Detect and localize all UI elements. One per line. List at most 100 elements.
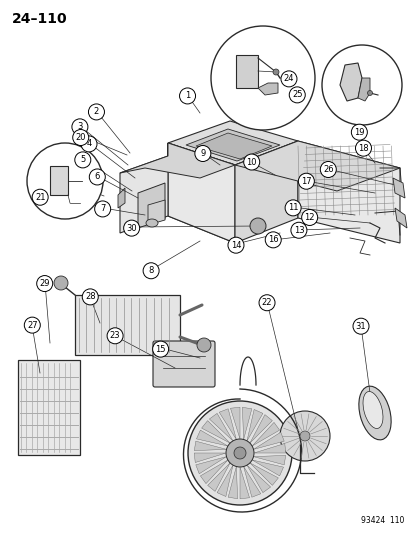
Circle shape (299, 431, 309, 441)
Circle shape (179, 88, 195, 104)
Text: 24–110: 24–110 (12, 12, 67, 26)
Text: 24: 24 (283, 75, 294, 83)
Ellipse shape (146, 219, 158, 227)
Text: 15: 15 (155, 345, 166, 353)
Text: 8: 8 (148, 266, 153, 275)
Polygon shape (297, 141, 399, 243)
Polygon shape (242, 407, 251, 440)
Circle shape (320, 161, 335, 177)
Circle shape (355, 140, 370, 156)
Polygon shape (249, 463, 278, 486)
Text: 19: 19 (353, 128, 364, 136)
Circle shape (272, 69, 278, 75)
Circle shape (265, 232, 280, 248)
Circle shape (211, 26, 314, 130)
Circle shape (24, 317, 40, 333)
Text: 11: 11 (287, 204, 298, 212)
FancyBboxPatch shape (18, 360, 80, 455)
Circle shape (228, 237, 243, 253)
Circle shape (321, 45, 401, 125)
Circle shape (188, 401, 291, 505)
Polygon shape (201, 421, 230, 443)
Text: 93424  110: 93424 110 (360, 516, 403, 525)
Circle shape (75, 152, 90, 168)
Ellipse shape (358, 386, 390, 440)
Circle shape (27, 143, 103, 219)
Circle shape (367, 91, 372, 95)
Circle shape (152, 341, 168, 357)
Polygon shape (247, 465, 270, 492)
Circle shape (195, 146, 210, 161)
Text: 5: 5 (80, 156, 85, 164)
Polygon shape (209, 414, 233, 441)
Text: 27: 27 (27, 321, 38, 329)
Polygon shape (195, 133, 271, 159)
Polygon shape (118, 188, 125, 208)
Text: 6: 6 (95, 173, 100, 181)
Polygon shape (243, 466, 260, 497)
Circle shape (37, 276, 52, 292)
Polygon shape (219, 409, 236, 440)
Polygon shape (195, 457, 226, 474)
Polygon shape (120, 143, 235, 178)
Text: 3: 3 (77, 123, 82, 131)
Text: 12: 12 (304, 213, 314, 222)
Polygon shape (394, 208, 406, 228)
Text: 31: 31 (355, 322, 366, 330)
Text: 4: 4 (86, 140, 91, 148)
Polygon shape (168, 121, 297, 165)
Polygon shape (339, 63, 361, 101)
Polygon shape (235, 55, 257, 88)
Circle shape (298, 173, 313, 189)
Circle shape (89, 169, 105, 185)
Circle shape (289, 87, 304, 103)
Circle shape (243, 154, 259, 170)
Circle shape (351, 124, 366, 140)
Circle shape (280, 71, 296, 87)
Circle shape (73, 130, 88, 146)
Text: 16: 16 (267, 236, 278, 244)
Polygon shape (247, 409, 262, 441)
Circle shape (143, 263, 159, 279)
Text: 2: 2 (94, 108, 99, 116)
Polygon shape (240, 467, 249, 499)
Text: 17: 17 (300, 177, 311, 185)
Circle shape (88, 104, 104, 120)
Text: 28: 28 (85, 293, 95, 301)
Polygon shape (253, 455, 285, 465)
Polygon shape (249, 415, 272, 443)
Polygon shape (392, 178, 404, 198)
Ellipse shape (362, 392, 382, 429)
Polygon shape (228, 466, 237, 499)
Text: 18: 18 (357, 144, 368, 152)
Text: 20: 20 (75, 133, 86, 142)
Circle shape (123, 220, 139, 236)
Circle shape (82, 289, 98, 305)
Text: 10: 10 (246, 158, 256, 166)
Text: 26: 26 (322, 165, 333, 174)
Polygon shape (50, 166, 68, 195)
Circle shape (285, 200, 300, 216)
Polygon shape (357, 78, 369, 101)
Circle shape (279, 411, 329, 461)
Polygon shape (252, 460, 283, 476)
Circle shape (54, 276, 68, 290)
Circle shape (290, 222, 306, 238)
Polygon shape (138, 183, 165, 228)
FancyBboxPatch shape (75, 295, 180, 355)
Text: 21: 21 (35, 193, 45, 201)
Text: 29: 29 (39, 279, 50, 288)
Circle shape (72, 119, 88, 135)
Text: 25: 25 (291, 91, 302, 99)
Circle shape (301, 209, 317, 225)
Circle shape (259, 295, 274, 311)
Polygon shape (194, 453, 225, 463)
Polygon shape (235, 141, 297, 243)
Text: 1: 1 (185, 92, 190, 100)
Polygon shape (253, 432, 283, 449)
Circle shape (225, 439, 254, 467)
Polygon shape (230, 407, 240, 439)
Polygon shape (196, 430, 227, 446)
Text: 7: 7 (100, 205, 105, 213)
Text: 9: 9 (200, 149, 205, 158)
